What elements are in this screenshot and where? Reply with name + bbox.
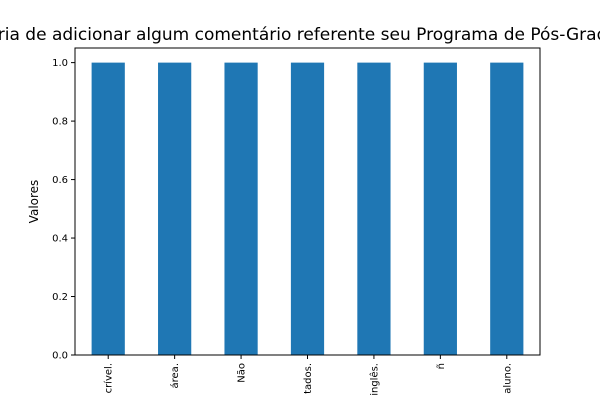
bar [357,62,391,355]
y-axis-ticks: 0.0 0.2 0.4 0.6 0.8 1.0 [52,58,75,362]
y-tick-label: 0.8 [52,117,68,128]
x-axis-ticks: crível. área. Não tados. inglês. ñ aluno. [103,355,513,396]
bar [91,62,125,355]
bar [158,62,192,355]
bars-group [91,62,524,355]
bar [423,62,457,355]
chart-title: Gostaria de adicionar algum comentário r… [0,25,600,45]
y-tick-label: 0.4 [52,234,68,245]
x-tick-label: aluno. [502,363,513,394]
x-tick-label: área. [169,363,181,388]
y-tick-label: 1.0 [52,58,68,69]
y-tick-label: 0.6 [52,175,68,186]
bar [490,62,524,355]
bar [290,62,325,355]
x-tick-label: ñ [436,363,447,369]
y-tick-label: 0.2 [52,292,68,303]
y-tick-label: 0.0 [52,351,68,362]
x-tick-label: inglês. [368,363,380,396]
bar [224,62,258,355]
x-tick-label: tados. [303,363,314,394]
x-tick-label: crível. [103,363,115,393]
plot-frame [74,47,541,356]
y-axis-label: Valores [27,180,41,224]
x-tick-label: Não [237,363,248,383]
